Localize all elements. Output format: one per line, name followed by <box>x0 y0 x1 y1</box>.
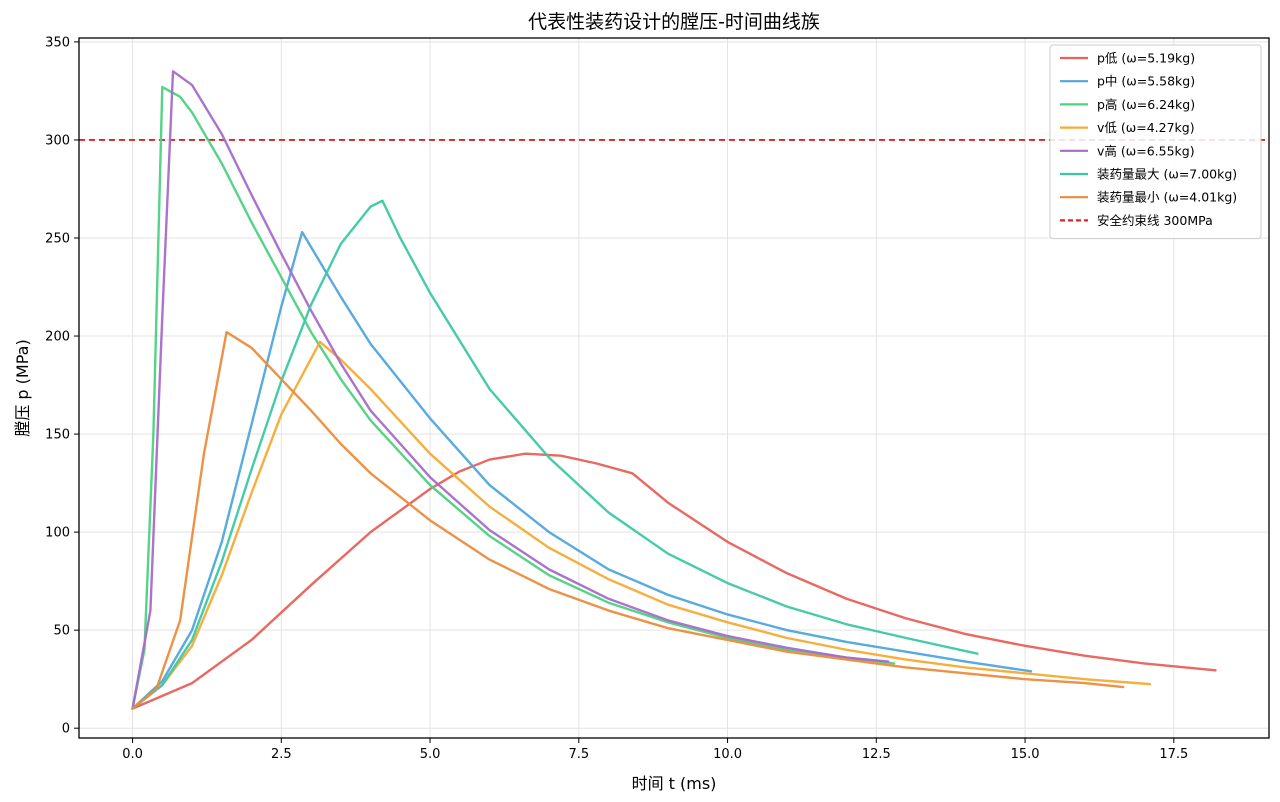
y-tick-label: 200 <box>45 330 70 345</box>
y-tick-label: 100 <box>45 526 70 541</box>
x-tick-label: 0.0 <box>122 747 143 762</box>
legend-label-7: 装药量最小 (ω=4.01kg) <box>1097 190 1237 205</box>
y-tick-label: 150 <box>45 428 70 443</box>
legend-label-6: 装药量最大 (ω=7.00kg) <box>1097 167 1237 182</box>
series-line-7 <box>131 330 1125 710</box>
y-tick-label: 250 <box>45 232 70 247</box>
series-line-5 <box>131 70 890 710</box>
chart-title: 代表性装药设计的膛压-时间曲线族 <box>528 11 820 33</box>
y-axis-ticks: 0 50 100 150 200 250 300 350 <box>45 35 79 737</box>
series-line-2 <box>131 230 1033 710</box>
x-tick-label: 12.5 <box>862 747 891 762</box>
legend-label-8: 安全约束线 300MPa <box>1097 213 1213 228</box>
series-lines <box>131 70 1217 710</box>
y-tick-label: 300 <box>45 133 70 148</box>
y-tick-label: 50 <box>53 624 70 639</box>
legend: p低 (ω=5.19kg) p中 (ω=5.58kg) p高 (ω=6.24kg) v… <box>1049 44 1262 240</box>
x-tick-label: 17.5 <box>1159 747 1188 762</box>
series-line-3 <box>131 85 896 710</box>
x-tick-label: 7.5 <box>568 747 589 762</box>
series-line-4 <box>131 340 1152 710</box>
legend-label-4: v低 (ω=4.27kg) <box>1097 120 1195 135</box>
series-line-1 <box>131 452 1217 710</box>
x-axis-ticks: 0.0 2.5 5.0 7.5 10.0 12.5 15.0 17.5 <box>122 738 1188 762</box>
x-tick-label: 5.0 <box>420 747 441 762</box>
x-tick-label: 15.0 <box>1011 747 1040 762</box>
plot-frame <box>78 37 1270 739</box>
y-tick-label: 350 <box>45 35 70 50</box>
x-tick-label: 2.5 <box>271 747 292 762</box>
x-tick-label: 10.0 <box>713 747 742 762</box>
series-line-6 <box>131 199 979 710</box>
legend-label-1: p低 (ω=5.19kg) <box>1097 51 1195 66</box>
legend-label-5: v高 (ω=6.55kg) <box>1097 143 1195 158</box>
y-tick-label: 0 <box>62 722 70 737</box>
legend-label-3: p高 (ω=6.24kg) <box>1097 97 1195 112</box>
legend-label-2: p中 (ω=5.58kg) <box>1097 74 1195 89</box>
legend-box <box>1049 44 1262 240</box>
x-axis-label: 时间 t (ms) <box>632 774 717 793</box>
y-axis-label: 膛压 p (MPa) <box>13 339 32 436</box>
